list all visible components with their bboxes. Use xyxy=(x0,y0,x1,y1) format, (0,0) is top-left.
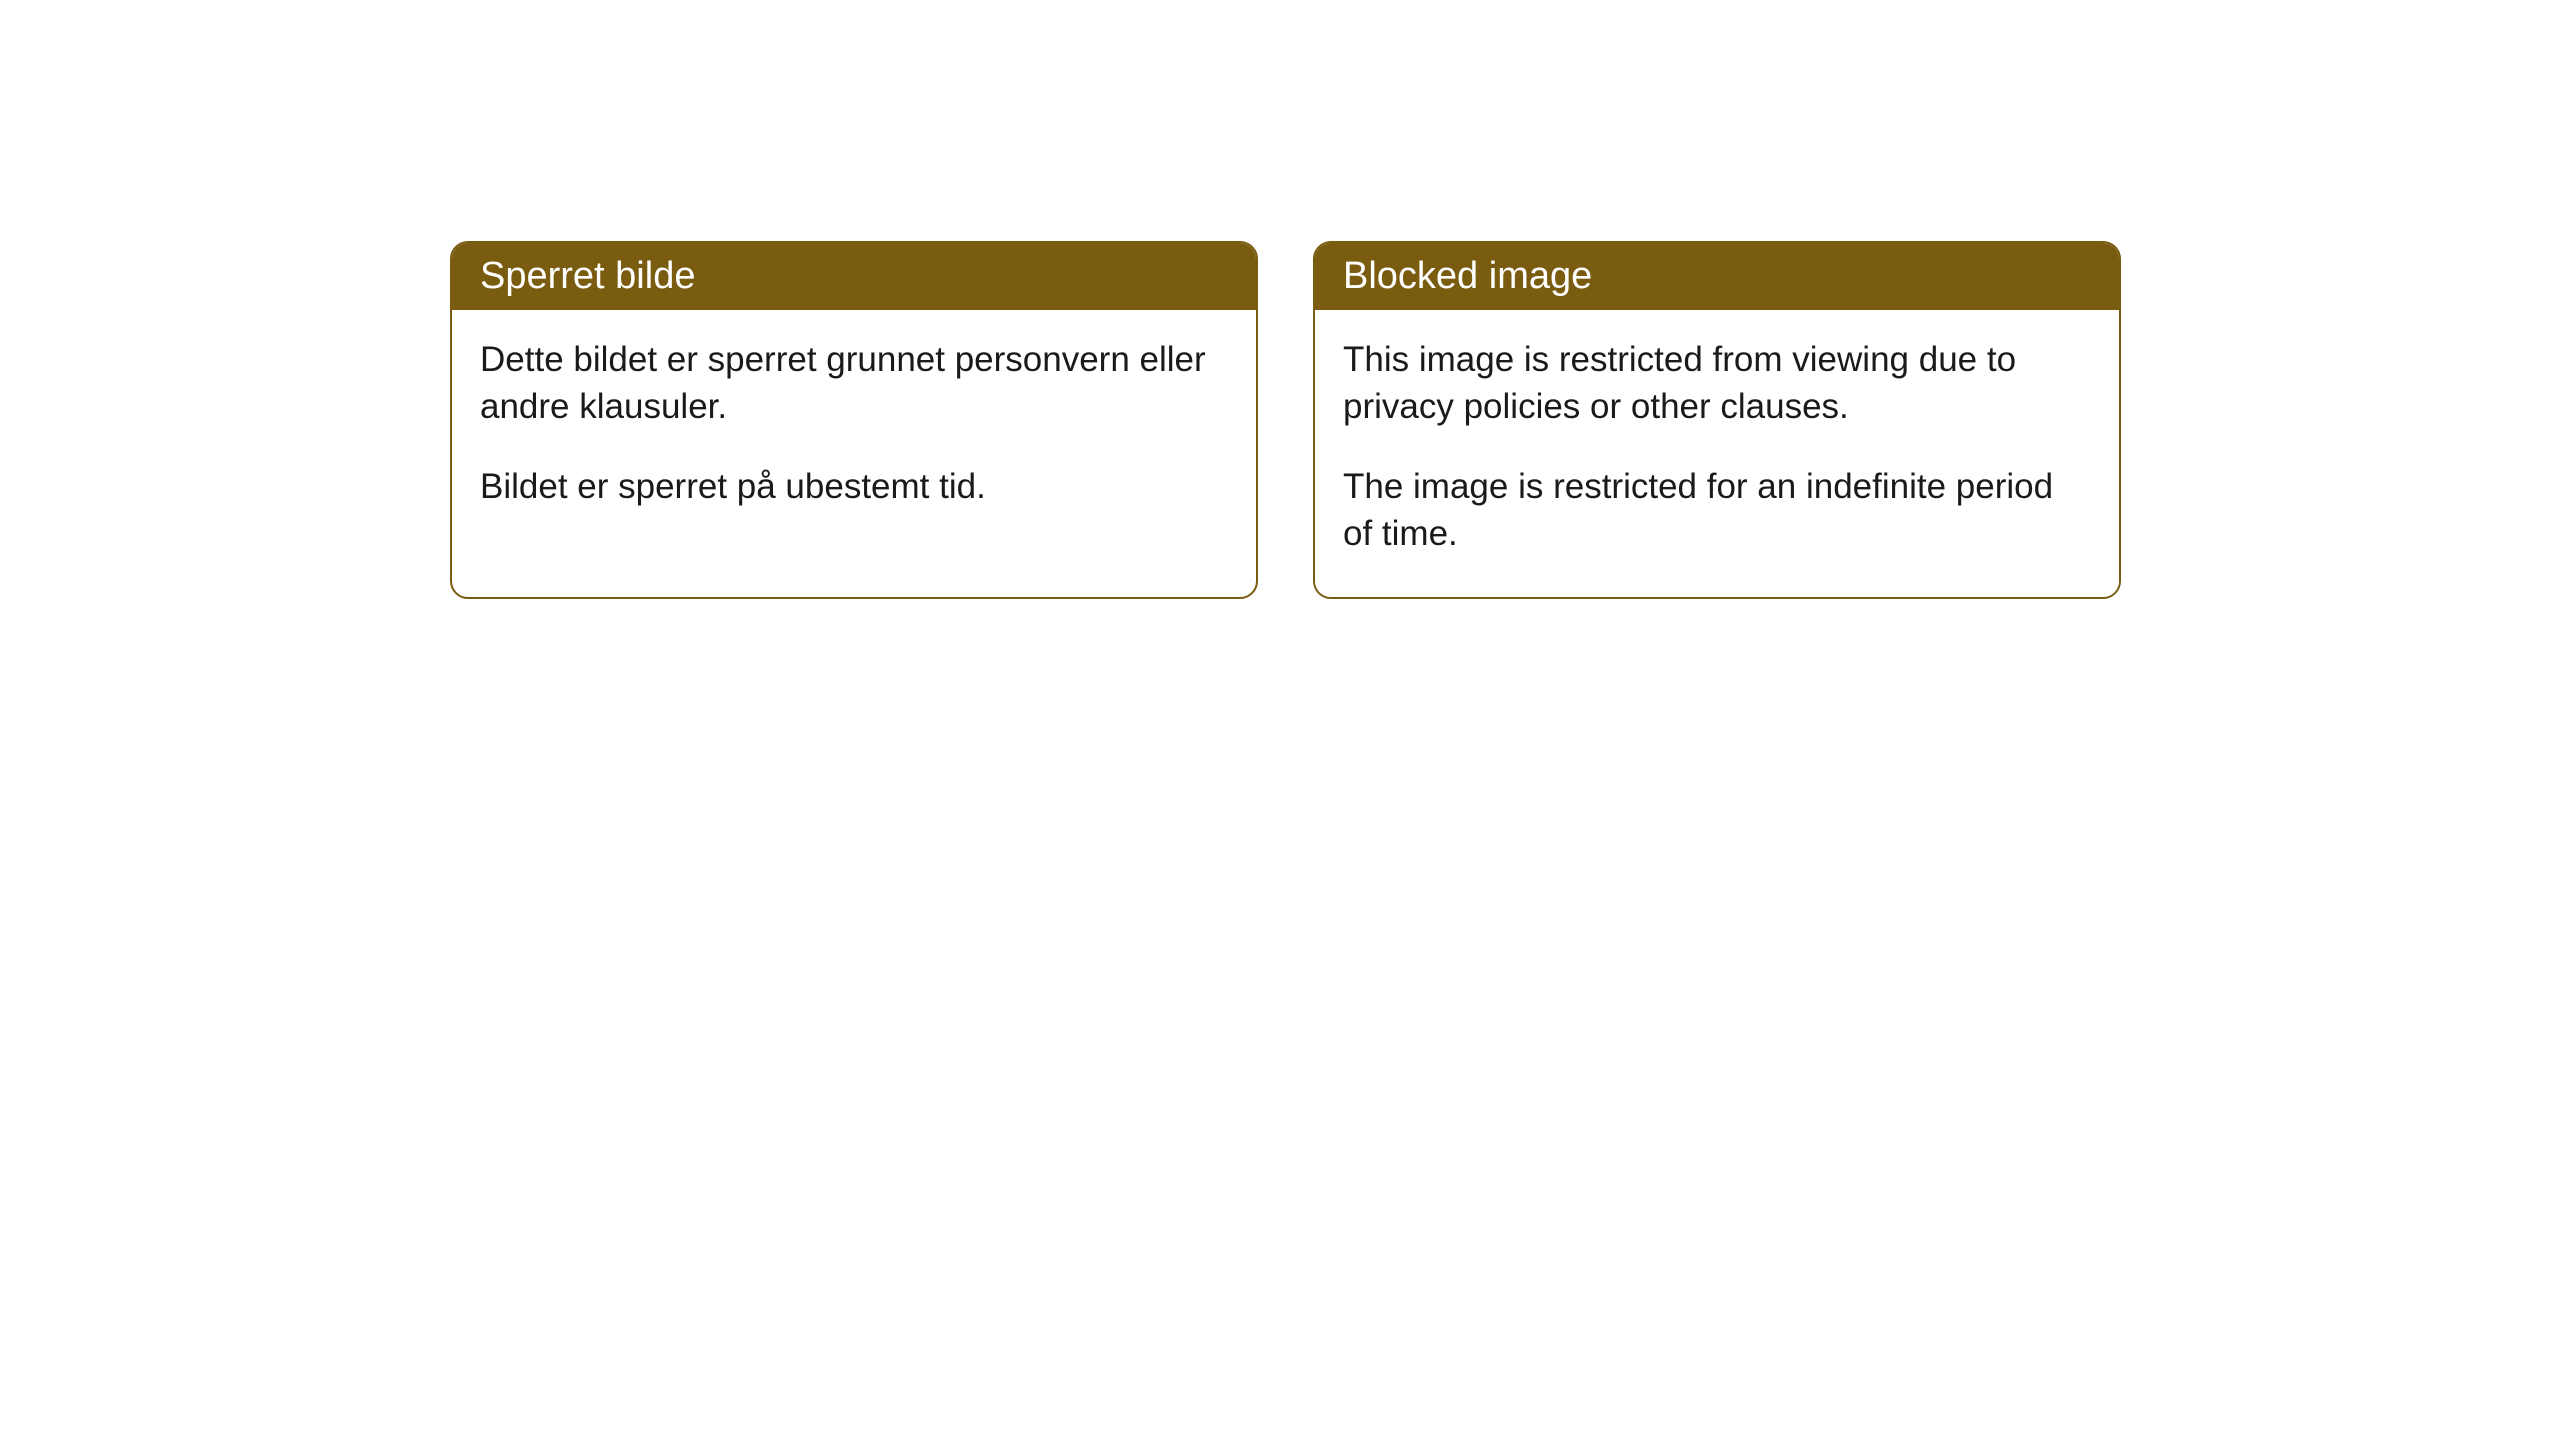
notice-title: Sperret bilde xyxy=(480,255,695,297)
notice-paragraph: Dette bildet er sperret grunnet personve… xyxy=(480,336,1228,431)
notice-header-english: Blocked image xyxy=(1315,243,2119,310)
notice-card-norwegian: Sperret bilde Dette bildet er sperret gr… xyxy=(450,241,1258,599)
notice-paragraph: Bildet er sperret på ubestemt tid. xyxy=(480,463,1228,510)
notice-header-norwegian: Sperret bilde xyxy=(452,243,1256,310)
notice-paragraph: The image is restricted for an indefinit… xyxy=(1343,463,2091,558)
notice-title: Blocked image xyxy=(1343,255,1592,297)
notice-card-english: Blocked image This image is restricted f… xyxy=(1313,241,2121,599)
notice-paragraph: This image is restricted from viewing du… xyxy=(1343,336,2091,431)
notice-container: Sperret bilde Dette bildet er sperret gr… xyxy=(0,0,2560,599)
notice-body-norwegian: Dette bildet er sperret grunnet personve… xyxy=(452,310,1256,550)
notice-body-english: This image is restricted from viewing du… xyxy=(1315,310,2119,597)
